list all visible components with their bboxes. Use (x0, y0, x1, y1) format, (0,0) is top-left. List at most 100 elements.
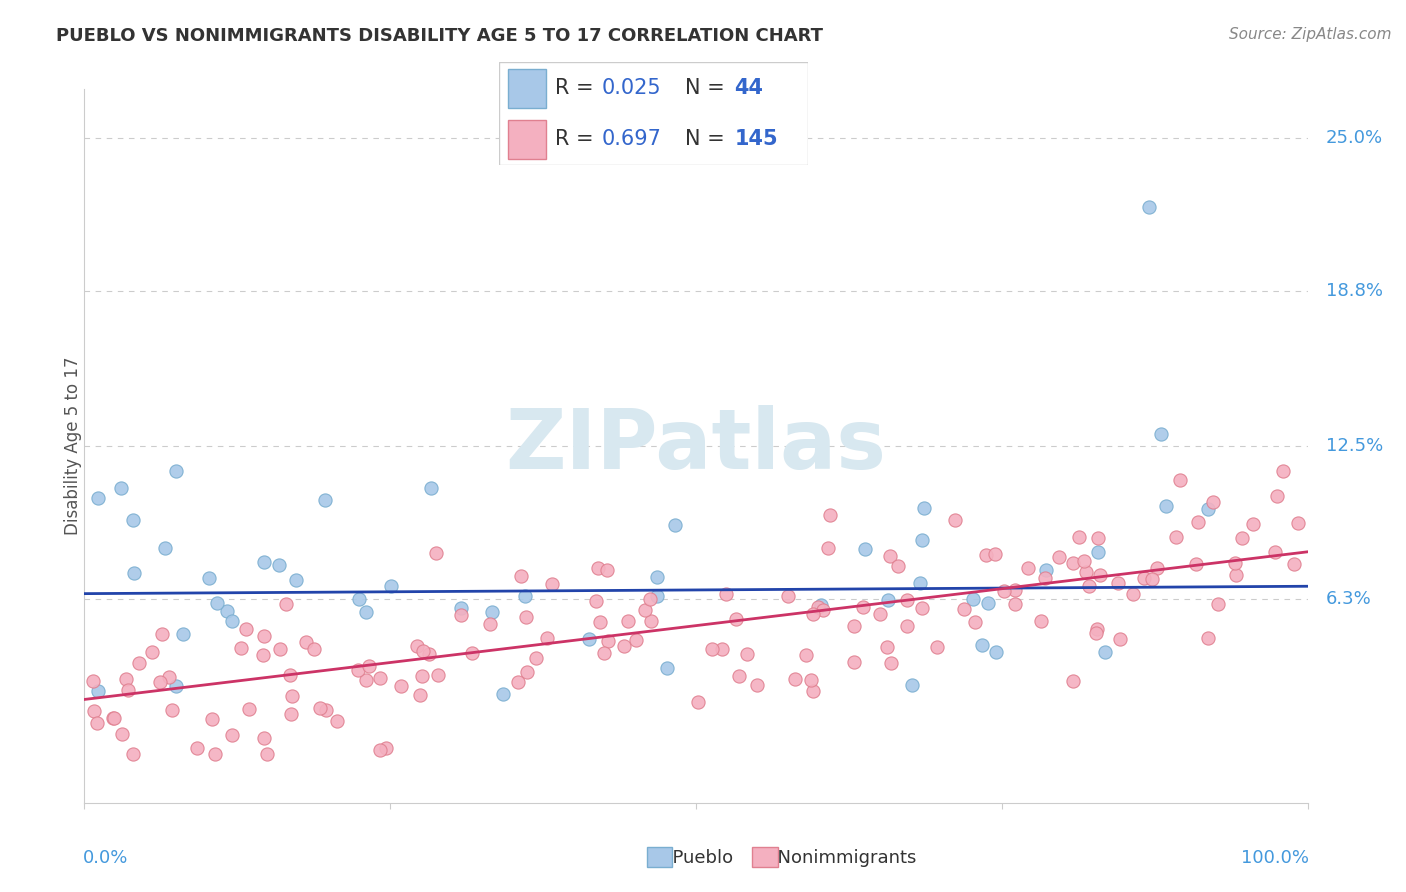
Point (1017, 561, 1039, 575)
Point (1074, 565, 1097, 579)
Point (411, 669, 433, 683)
Text: 0.697: 0.697 (602, 129, 661, 149)
Point (165, 464, 187, 478)
Point (896, 619, 918, 633)
Text: PUEBLO VS NONIMMIGRANTS DISABILITY AGE 5 TO 17 CORRELATION CHART: PUEBLO VS NONIMMIGRANTS DISABILITY AGE 5… (56, 27, 824, 45)
Point (1122, 586, 1144, 600)
FancyBboxPatch shape (509, 120, 546, 159)
Point (912, 500, 935, 515)
Point (1107, 576, 1129, 591)
Point (1168, 473, 1191, 487)
Point (101, 711, 124, 725)
Point (745, 677, 768, 691)
Point (776, 589, 799, 603)
Point (796, 648, 818, 662)
Point (122, 566, 145, 580)
Point (640, 615, 662, 629)
Point (876, 640, 898, 655)
Point (984, 645, 1007, 659)
Point (624, 633, 647, 648)
Point (481, 605, 503, 619)
Text: Pueblo: Pueblo (661, 849, 733, 867)
Text: 18.8%: 18.8% (1326, 282, 1384, 300)
Point (186, 740, 208, 755)
Point (1223, 556, 1246, 570)
Point (1225, 567, 1247, 582)
Point (592, 646, 614, 660)
Point (354, 673, 377, 687)
Text: 0.025: 0.025 (602, 78, 661, 98)
Point (150, 627, 173, 641)
Point (1035, 563, 1057, 577)
Point (1137, 200, 1160, 214)
Point (253, 555, 276, 569)
Point (103, 711, 125, 725)
Point (645, 589, 668, 603)
Point (412, 644, 434, 658)
Point (645, 569, 668, 583)
Point (315, 703, 337, 717)
Point (1146, 560, 1168, 574)
Point (86, 715, 108, 730)
Point (724, 612, 747, 626)
Point (1077, 579, 1099, 593)
Point (205, 596, 228, 610)
Point (1062, 556, 1084, 570)
Point (1031, 614, 1053, 628)
Point (1282, 557, 1305, 571)
Point (1197, 502, 1219, 516)
Point (368, 671, 391, 685)
Point (1085, 622, 1108, 636)
Point (389, 680, 412, 694)
Point (160, 703, 183, 717)
Point (877, 593, 900, 607)
FancyBboxPatch shape (499, 62, 808, 165)
Point (638, 592, 661, 607)
Point (1197, 631, 1219, 645)
Point (221, 728, 243, 742)
Text: Nonimmigrants: Nonimmigrants (766, 849, 917, 867)
Point (896, 592, 918, 607)
Point (1094, 645, 1116, 659)
Point (110, 727, 132, 741)
Text: 6.3%: 6.3% (1326, 590, 1372, 607)
Point (953, 602, 976, 616)
Point (578, 632, 600, 646)
Point (977, 597, 1000, 611)
Point (818, 508, 841, 522)
Point (217, 604, 239, 618)
Point (1187, 515, 1209, 529)
Point (1004, 583, 1026, 598)
Y-axis label: Disability Age 5 to 17: Disability Age 5 to 17 (65, 357, 82, 535)
Point (357, 658, 380, 673)
Point (450, 607, 472, 622)
Point (727, 668, 749, 682)
Point (114, 672, 136, 686)
Point (325, 714, 347, 728)
Point (201, 712, 224, 726)
Point (1202, 494, 1225, 508)
Point (1164, 530, 1187, 544)
Point (347, 663, 370, 677)
Point (807, 600, 830, 615)
Point (588, 561, 610, 575)
Point (83, 704, 105, 718)
Text: Source: ZipAtlas.com: Source: ZipAtlas.com (1229, 27, 1392, 42)
Point (256, 747, 278, 761)
Point (842, 655, 865, 669)
Point (513, 589, 536, 603)
Point (157, 670, 180, 684)
Point (347, 592, 370, 607)
Point (984, 547, 1007, 561)
Point (280, 707, 302, 722)
Text: 25.0%: 25.0% (1326, 129, 1384, 147)
Point (844, 619, 866, 633)
Text: N =: N = (685, 129, 731, 149)
Point (492, 687, 515, 701)
Point (121, 747, 143, 761)
Point (165, 679, 187, 693)
Text: ZIPatlas: ZIPatlas (506, 406, 886, 486)
Point (962, 591, 984, 606)
Point (238, 702, 260, 716)
Point (974, 548, 997, 562)
